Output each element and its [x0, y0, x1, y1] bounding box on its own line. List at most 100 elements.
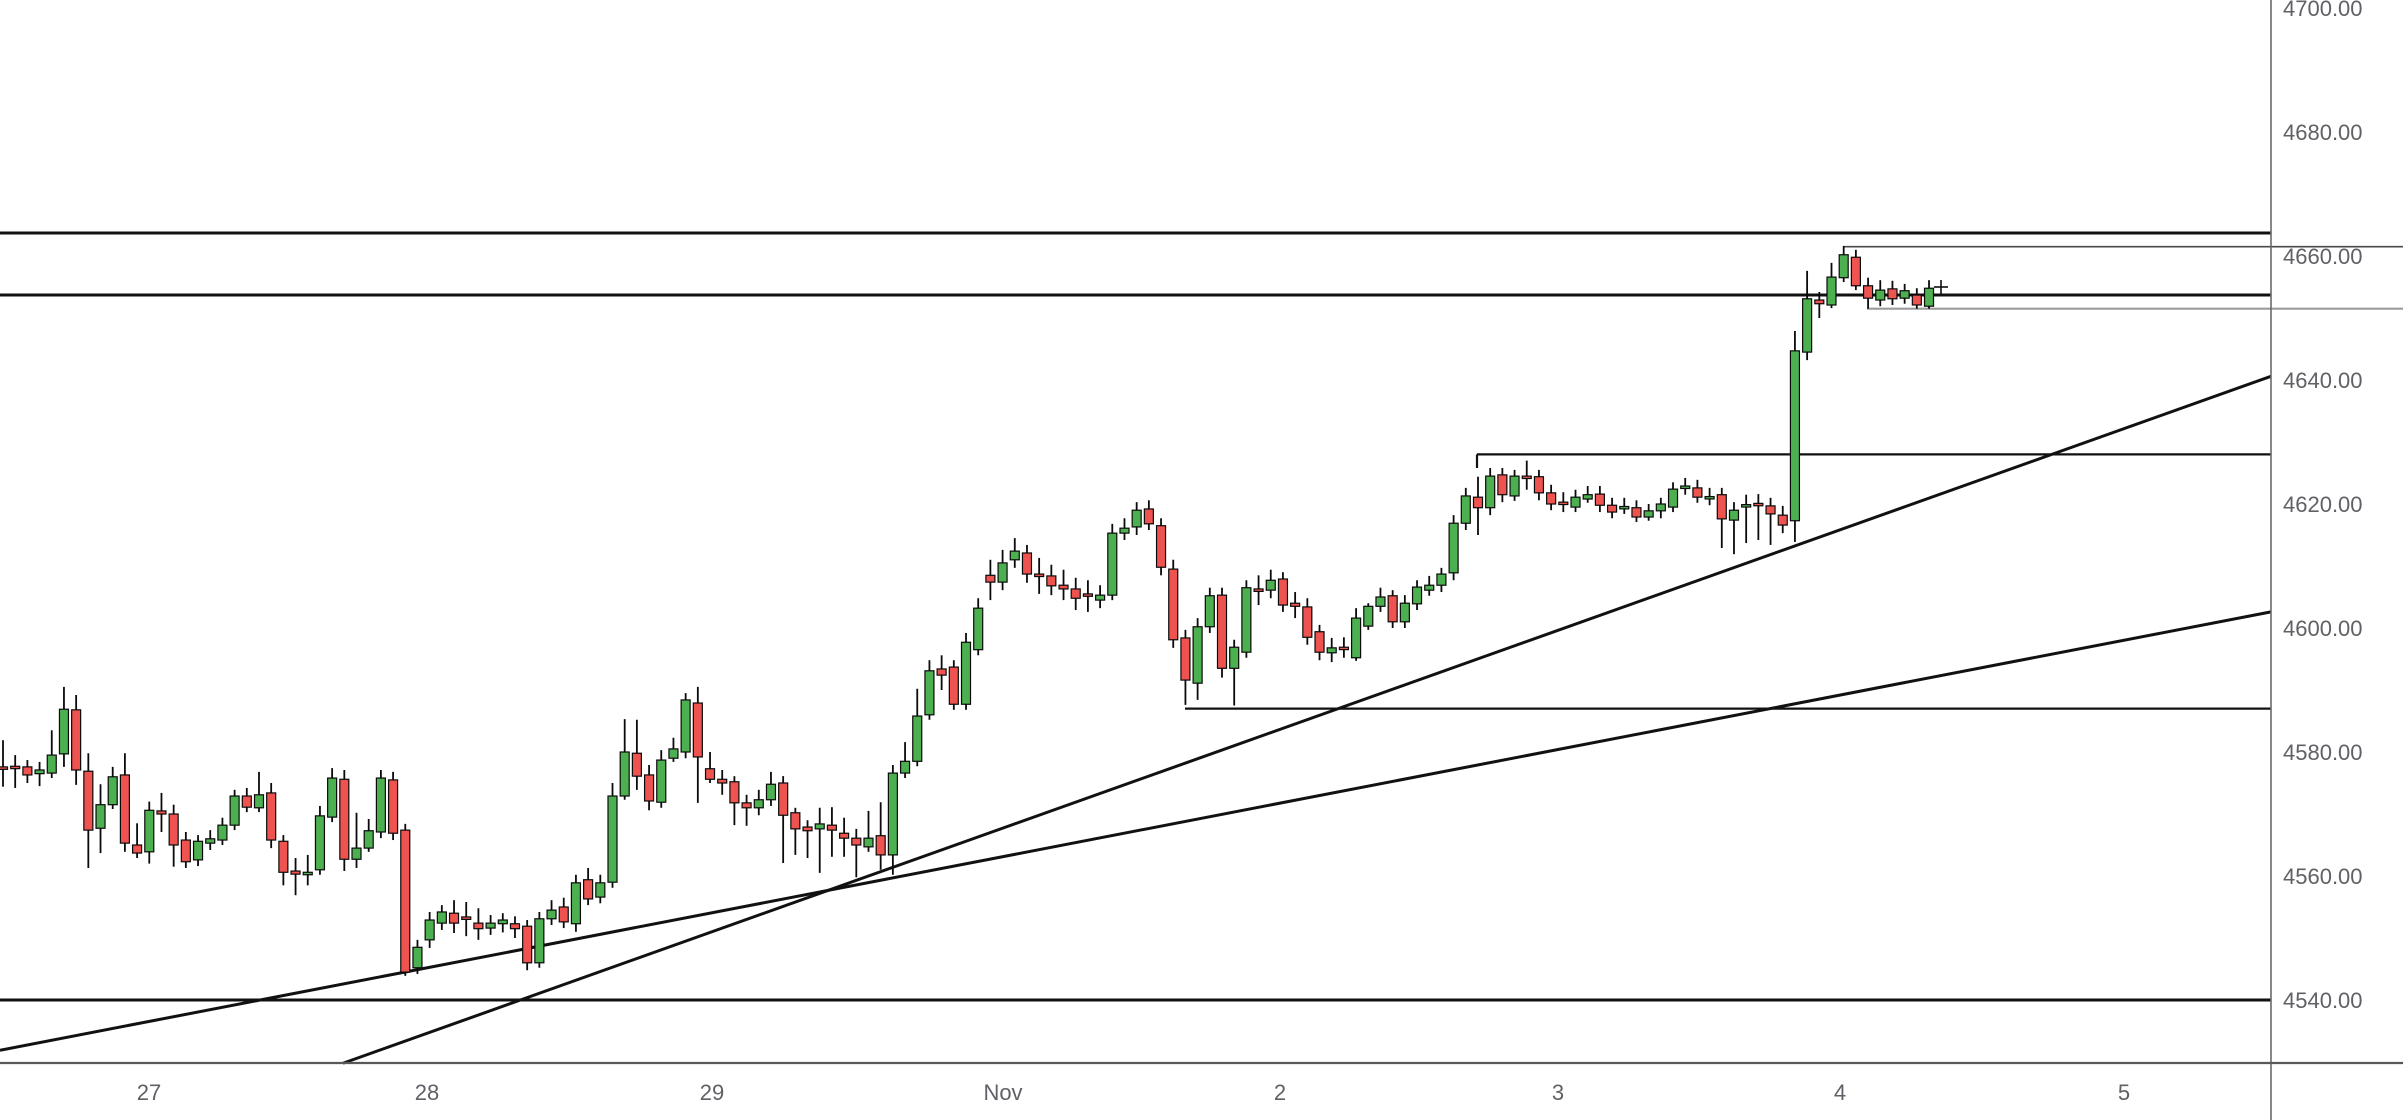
candle-body-up [1570, 496, 1581, 508]
candle-body-down [1765, 505, 1776, 515]
candle [1363, 603, 1374, 630]
candle-body-up [485, 922, 496, 929]
candle-body-down [119, 774, 131, 844]
candle [241, 787, 252, 813]
candle-body-down [826, 824, 838, 831]
candle [1241, 580, 1252, 658]
candle-body-down [1716, 494, 1727, 520]
candle-body-down [1046, 575, 1057, 587]
candle-body-up [58, 708, 70, 755]
candle-body-up [497, 919, 508, 925]
candle [217, 817, 228, 845]
candle [1168, 559, 1179, 648]
candle-body-down [1314, 631, 1325, 653]
trendline-shallow-uptrend[interactable] [0, 610, 2272, 1052]
candle [400, 823, 411, 976]
candle [448, 900, 460, 934]
candle-body-down [839, 832, 850, 839]
candle [71, 694, 82, 785]
candle [1290, 592, 1301, 619]
candle-body-up [1582, 494, 1593, 500]
candle [619, 719, 630, 800]
candle-body-up [229, 795, 240, 826]
candle [924, 660, 935, 720]
candle [1155, 518, 1167, 576]
candle-body-down [1253, 588, 1264, 593]
candle [1619, 497, 1630, 514]
time-axis-label: 29 [700, 1080, 724, 1105]
candle [570, 874, 582, 932]
candle [1229, 639, 1240, 706]
candle [851, 828, 862, 878]
candle-body-up [1204, 595, 1215, 628]
candle-body-down [1082, 593, 1094, 597]
candle-body-up [302, 871, 313, 876]
candle-body-down [1021, 552, 1033, 575]
candle [875, 802, 886, 870]
candle-body-up [534, 918, 545, 964]
candle-body-down [741, 802, 752, 809]
candle [1826, 262, 1837, 309]
candle-body-down [717, 778, 728, 784]
candle [546, 900, 557, 925]
candle-body-up [327, 777, 338, 818]
candle-body-up [887, 772, 898, 856]
candle [1485, 468, 1496, 516]
candle [266, 783, 277, 849]
candle [912, 688, 923, 767]
candle [1387, 590, 1398, 628]
candle [1436, 567, 1447, 593]
price-axis-label: 4580.00 [2283, 740, 2363, 765]
candle-body-up [1899, 290, 1910, 299]
time-axis-label: 4 [1834, 1080, 1846, 1105]
candle-body-up [1350, 617, 1362, 659]
candle-body-down [400, 829, 411, 973]
candle [1302, 598, 1313, 645]
candle [1034, 557, 1045, 594]
candle [0, 740, 9, 787]
candle-body-down [1216, 594, 1228, 669]
price-axis-label: 4680.00 [2283, 120, 2363, 145]
candle [1326, 637, 1337, 663]
candle [131, 823, 143, 859]
candle-body-down [83, 770, 94, 831]
candle [643, 765, 655, 811]
candle [985, 559, 996, 601]
candle-body-up [253, 794, 265, 809]
candle [960, 632, 972, 710]
candle [1643, 504, 1654, 521]
candle-body-down [1533, 476, 1545, 494]
candle-body-down [473, 922, 484, 930]
candle-body-down [1143, 508, 1154, 525]
candle-body-down [168, 813, 179, 846]
candle-body-down [1168, 568, 1179, 641]
candle [436, 905, 447, 930]
candle-body-up [1802, 298, 1813, 353]
candle [1570, 489, 1581, 513]
candle-body-down [692, 702, 703, 758]
candle [327, 768, 338, 823]
candle-body-up [424, 919, 435, 941]
candle [485, 915, 496, 935]
candle [34, 761, 45, 787]
price-axis-label: 4560.00 [2283, 864, 2363, 889]
candle [1509, 469, 1520, 501]
time-axis-label: 27 [137, 1080, 161, 1105]
candle [1131, 502, 1142, 535]
candle-body-up [192, 840, 204, 861]
candle [1923, 280, 1935, 309]
candle-body-up [34, 769, 45, 775]
candle [802, 820, 813, 859]
candle-body-down [936, 668, 947, 676]
candle-body-up [1424, 584, 1435, 591]
candle [290, 858, 301, 896]
candle-body-down [1290, 602, 1301, 607]
candle-body-up [1241, 587, 1252, 653]
candle [180, 831, 191, 868]
candle-body-up [1375, 596, 1386, 607]
candle [1180, 629, 1191, 705]
time-axis-label: 5 [2118, 1080, 2130, 1105]
trendline-steep-uptrend[interactable] [342, 374, 2272, 1065]
